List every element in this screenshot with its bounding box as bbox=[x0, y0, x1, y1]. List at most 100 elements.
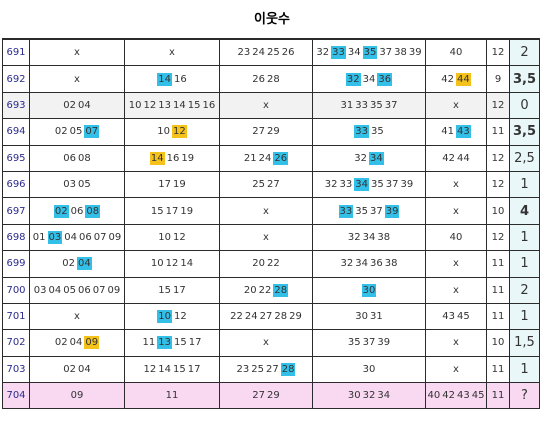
number-group-cell-1: 03 04 05 06 07 09 bbox=[29, 276, 125, 304]
number: 08 bbox=[78, 152, 91, 164]
number-group-cell-3: 27 29 bbox=[219, 382, 313, 410]
number: 28 bbox=[267, 73, 280, 85]
number: 16 bbox=[174, 73, 187, 85]
number: 31 bbox=[370, 311, 383, 323]
highlighted-number: 32 bbox=[345, 72, 361, 86]
number: 30 bbox=[355, 311, 368, 323]
number-group-cell-2: 10 12 13 14 15 16 bbox=[124, 91, 220, 120]
number: 15 bbox=[187, 99, 201, 111]
number: 32 bbox=[324, 179, 338, 191]
number: 41 bbox=[441, 126, 454, 138]
number: 24 bbox=[258, 152, 272, 164]
number: x bbox=[74, 311, 80, 323]
number-group-cell-2: 11 13 15 17 bbox=[124, 329, 220, 357]
number-group-cell-5: 40 bbox=[425, 38, 487, 67]
number: x bbox=[263, 337, 269, 349]
number-group-cell-4: 32 33 34 35 37 39 bbox=[312, 170, 426, 199]
highlighted-number: 33 bbox=[338, 204, 354, 218]
count-cell: 11 bbox=[486, 355, 510, 384]
number: 03 bbox=[33, 284, 47, 296]
number: 35 bbox=[355, 205, 368, 217]
table-row: 700 03 04 05 06 07 09 15 17 20 22 28 30 x 11 2 bbox=[2, 276, 540, 304]
highlighted-number: 28 bbox=[273, 283, 289, 297]
number-group-cell-5: 41 43 bbox=[425, 118, 487, 146]
number-group-cell-3: 23 24 25 26 bbox=[219, 38, 313, 67]
number-group-cell-5: x bbox=[425, 276, 487, 304]
number: x bbox=[263, 99, 269, 111]
number: 38 bbox=[384, 258, 398, 270]
number-group-cell-5: x bbox=[425, 355, 487, 384]
number-group-cell-5: x bbox=[425, 250, 487, 278]
number: 35 bbox=[370, 99, 383, 111]
draw-number-cell: 701 bbox=[2, 302, 30, 331]
number: 17 bbox=[187, 363, 201, 375]
number: 09 bbox=[108, 231, 122, 243]
number: x bbox=[263, 205, 269, 217]
count-cell: 11 bbox=[486, 118, 510, 146]
number: x bbox=[453, 99, 459, 111]
highlighted-number: 03 bbox=[47, 230, 63, 244]
count-cell: 11 bbox=[486, 250, 510, 278]
number-group-cell-4: 31 33 35 37 bbox=[312, 91, 426, 120]
number-group-cell-2: 14 16 bbox=[124, 65, 220, 93]
number: 27 bbox=[267, 179, 280, 191]
number: 27 bbox=[259, 311, 273, 323]
table-row: 696 03 05 17 19 25 27 32 33 34 35 37 39 x 12 1 bbox=[2, 170, 540, 199]
number: 10 bbox=[158, 231, 171, 243]
highlighted-number: 33 bbox=[354, 125, 369, 139]
number: 32 bbox=[354, 152, 367, 164]
number-group-cell-1: 02 04 bbox=[29, 91, 125, 120]
highlighted-number: 43 bbox=[456, 125, 471, 139]
number: x bbox=[453, 337, 459, 349]
number: 37 bbox=[362, 337, 376, 349]
number: 27 bbox=[252, 126, 265, 138]
number: 37 bbox=[370, 205, 383, 217]
number-group-cell-1: x bbox=[29, 38, 125, 67]
number-group-cell-1: x bbox=[29, 65, 125, 93]
number: 32 bbox=[347, 231, 361, 243]
number-group-cell-1: x bbox=[29, 302, 125, 331]
number: 34 bbox=[355, 258, 368, 270]
number: x bbox=[453, 205, 459, 217]
number-group-cell-3: 20 22 bbox=[219, 250, 313, 278]
number: 29 bbox=[267, 390, 280, 402]
number: 15 bbox=[173, 363, 186, 375]
number: 04 bbox=[69, 337, 83, 349]
highlighted-number: 07 bbox=[84, 125, 100, 139]
number: 23 bbox=[237, 47, 251, 59]
number-group-cell-1: 02 05 07 bbox=[29, 118, 125, 146]
number: 45 bbox=[457, 311, 470, 323]
number: 12 bbox=[174, 311, 187, 323]
highlighted-number: 10 bbox=[157, 310, 172, 324]
number-group-cell-3: 21 24 26 bbox=[219, 144, 313, 172]
number-group-cell-1: 02 04 09 bbox=[29, 329, 125, 357]
draw-number-cell: 700 bbox=[2, 276, 30, 304]
result-cell: 1 bbox=[509, 250, 540, 278]
result-cell: 1 bbox=[509, 170, 540, 199]
number: 40 bbox=[449, 231, 463, 243]
number: 38 bbox=[394, 47, 407, 59]
count-cell: 12 bbox=[486, 91, 510, 120]
number-group-cell-3: 27 29 bbox=[219, 118, 313, 146]
number-group-cell-3: 22 24 27 28 29 bbox=[219, 302, 313, 331]
count-cell: 12 bbox=[486, 38, 510, 67]
number: 09 bbox=[107, 284, 121, 296]
number: 25 bbox=[251, 363, 264, 375]
draw-number-cell: 693 bbox=[2, 91, 30, 120]
number-group-cell-4: 33 35 37 39 bbox=[312, 197, 426, 225]
number: 39 bbox=[377, 337, 391, 349]
count-cell: 12 bbox=[486, 144, 510, 172]
draw-number-cell: 702 bbox=[2, 329, 30, 357]
number-group-cell-4: 32 34 36 38 bbox=[312, 250, 426, 278]
number-group-cell-4: 30 31 bbox=[312, 302, 426, 331]
draw-number-cell: 694 bbox=[2, 118, 30, 146]
number: 09 bbox=[70, 390, 84, 402]
count-cell: 10 bbox=[486, 197, 510, 225]
draw-number-cell: 698 bbox=[2, 223, 30, 252]
number: 20 bbox=[243, 284, 257, 296]
number: 17 bbox=[173, 284, 186, 296]
number: 14 bbox=[180, 258, 194, 270]
number: 35 bbox=[371, 126, 384, 138]
number: x bbox=[453, 363, 459, 375]
number: 02 bbox=[54, 337, 68, 349]
